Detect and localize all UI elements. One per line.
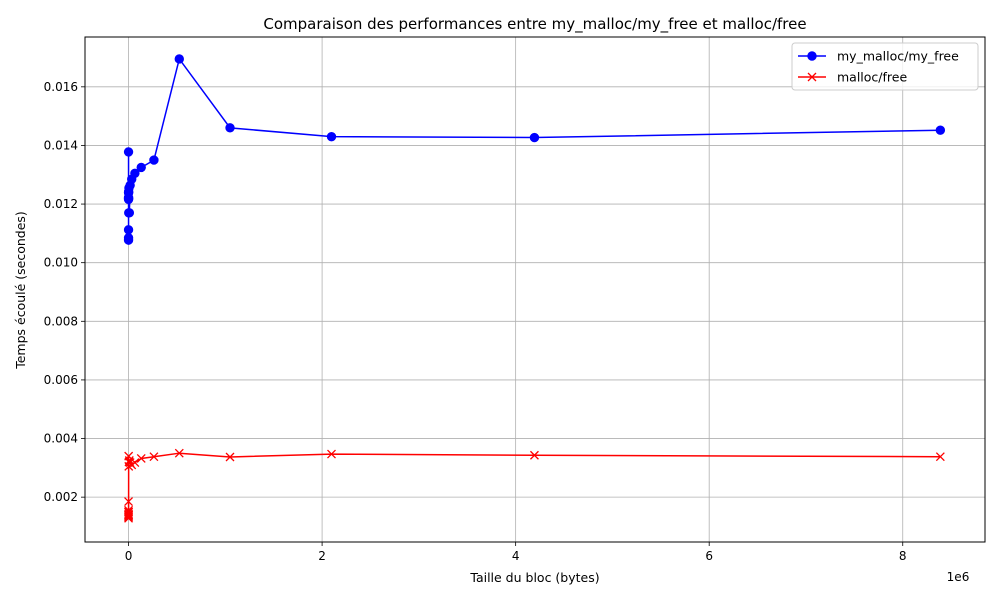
legend-marker [807,72,817,82]
y-tick-label: 0.008 [44,314,78,328]
plot-frame [84,36,986,543]
y-tick-label: 0.002 [44,490,78,504]
data-point-malloc-free [174,448,184,458]
data-point-malloc-free [124,456,134,465]
data-point-my-malloc-my-free [935,125,946,135]
data-point-malloc-free [130,458,140,468]
data-point-my-malloc-my-free [174,54,184,64]
data-point-my-malloc-my-free [529,132,540,143]
data-point-my-malloc-my-free [136,162,146,173]
y-tick-label: 0.004 [44,432,78,446]
data-point-malloc-free [935,452,945,462]
x-tick-label: 6 [705,549,713,563]
x-axis-ticks: 0 2 4 6 8 [125,542,907,563]
data-point-malloc-free [124,509,134,519]
data-point-malloc-free [124,497,134,507]
data-point-my-malloc-my-free [149,155,159,165]
data-point-malloc-free [136,454,146,463]
x-tick-label: 8 [899,549,907,563]
x-axis-title: Taille du bloc (bytes) [469,570,599,585]
x-tick-label: 0 [125,549,133,563]
data-point-my-malloc-my-free [123,147,134,157]
data-point-my-malloc-my-free [124,208,135,218]
legend-item: my_malloc/my_free [798,49,959,64]
x-tick-label: 4 [512,549,520,563]
y-axis-ticks: 0.002 0.004 0.006 0.008 0.010 0.012 0.014 0.016 [44,80,85,504]
legend-box [791,42,979,91]
y-tick-label: 0.012 [44,197,78,211]
y-tick-label: 0.010 [44,256,78,270]
data-point-my-malloc-my-free [123,235,134,245]
data-point-malloc-free [124,510,134,520]
data-point-my-malloc-my-free [130,168,140,178]
legend-label: malloc/free [837,70,907,85]
x-axis-offset-label: 1e6 [947,570,970,584]
grid-lines [85,37,985,542]
series-layer [123,54,946,523]
data-point-my-malloc-my-free [225,123,235,133]
y-tick-label: 0.006 [44,373,78,387]
data-point-malloc-free [149,452,159,462]
y-axis-title: Temps écoulé (secondes) [13,211,28,370]
data-point-my-malloc-my-free [326,131,337,142]
data-point-malloc-free [225,452,235,462]
series-my-malloc-my-free [123,54,946,245]
series-malloc-free [124,448,945,523]
y-tick-label: 0.016 [44,80,78,94]
data-point-malloc-free [124,507,134,517]
legend: my_malloc/my_free malloc/free [791,42,979,91]
y-tick-label: 0.014 [44,138,78,152]
chart-title: Comparaison des performances entre my_ma… [263,15,806,34]
x-tick-label: 2 [318,549,326,563]
data-point-malloc-free [327,449,336,459]
data-point-malloc-free [529,450,539,460]
legend-item: malloc/free [798,70,907,85]
data-point-my-malloc-my-free [123,225,134,235]
legend-marker [807,51,817,61]
legend-label: my_malloc/my_free [837,49,959,64]
